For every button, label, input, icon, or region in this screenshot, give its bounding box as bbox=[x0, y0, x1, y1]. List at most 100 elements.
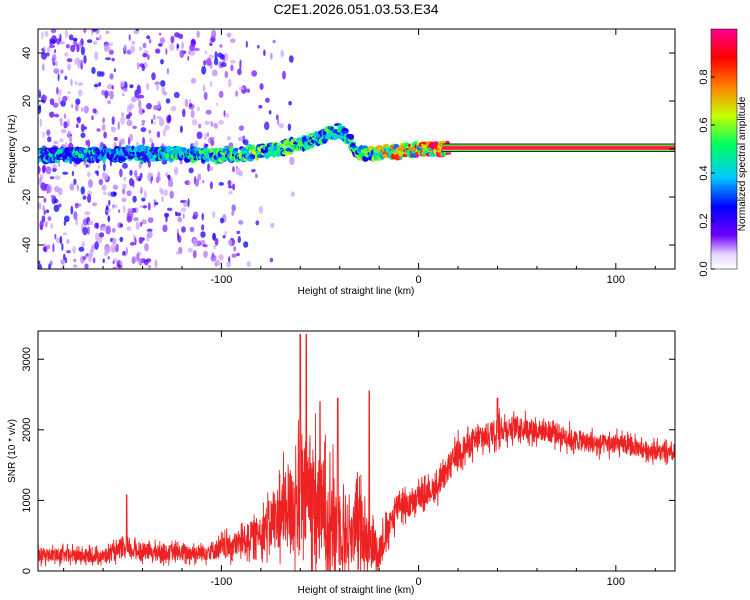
noise-speck bbox=[144, 243, 149, 252]
noise-speck bbox=[62, 171, 69, 175]
noise-speck bbox=[98, 232, 105, 238]
noise-speck bbox=[177, 216, 183, 223]
noise-speck bbox=[142, 109, 145, 113]
noise-speck bbox=[151, 119, 153, 124]
noise-speck bbox=[66, 250, 71, 254]
noise-speck bbox=[107, 255, 110, 260]
noise-speck bbox=[238, 220, 244, 225]
noise-speck bbox=[57, 73, 60, 82]
noise-speck bbox=[169, 43, 175, 52]
noise-speck bbox=[146, 54, 150, 60]
noise-speck bbox=[222, 235, 226, 239]
noise-speck bbox=[224, 230, 227, 236]
noise-speck bbox=[212, 233, 216, 240]
ridge-blob bbox=[165, 146, 174, 153]
noise-speck bbox=[130, 96, 137, 103]
noise-speck bbox=[237, 136, 244, 142]
noise-speck bbox=[235, 90, 239, 97]
noise-speck bbox=[47, 136, 52, 143]
noise-speck bbox=[208, 54, 215, 60]
noise-speck bbox=[107, 215, 111, 223]
noise-speck bbox=[70, 78, 73, 86]
noise-speck bbox=[175, 212, 182, 217]
noise-speck bbox=[46, 46, 51, 52]
x-tick-label: 100 bbox=[607, 274, 625, 286]
x-tick-label: 100 bbox=[607, 576, 625, 588]
noise-speck bbox=[209, 81, 213, 88]
noise-speck bbox=[122, 188, 126, 195]
noise-speck bbox=[103, 191, 107, 196]
noise-speck bbox=[91, 66, 96, 75]
noise-speck bbox=[58, 89, 62, 96]
noise-speck bbox=[59, 33, 62, 42]
noise-speck bbox=[43, 95, 48, 100]
noise-speck bbox=[128, 34, 131, 41]
noise-speck bbox=[127, 208, 133, 214]
noise-speck bbox=[160, 80, 166, 87]
noise-speck bbox=[130, 45, 136, 53]
noise-speck bbox=[60, 69, 64, 74]
noise-speck bbox=[165, 213, 168, 223]
noise-speck bbox=[237, 236, 241, 243]
noise-speck bbox=[270, 52, 273, 60]
noise-speck bbox=[189, 49, 196, 56]
colorbar-ticks: 0.0 0.2 0.4 0.6 0.8 bbox=[698, 69, 715, 277]
noise-speck bbox=[149, 137, 153, 144]
noise-speck bbox=[218, 119, 225, 125]
noise-speck bbox=[148, 38, 152, 44]
noise-speck bbox=[180, 207, 187, 212]
spectrogram-heatmap bbox=[38, 29, 675, 269]
noise-speck bbox=[213, 57, 219, 66]
noise-speck bbox=[182, 213, 185, 219]
noise-speck bbox=[191, 119, 198, 126]
noise-speck bbox=[173, 91, 180, 99]
noise-speck bbox=[67, 91, 71, 95]
colorbar-tick-label: 0.2 bbox=[698, 213, 710, 228]
noise-speck bbox=[51, 57, 55, 64]
noise-speck bbox=[41, 31, 44, 40]
noise-speck bbox=[162, 129, 167, 137]
snr-y-label: SNR (10 * v/v) bbox=[7, 419, 18, 483]
noise-speck bbox=[65, 44, 70, 49]
noise-speck bbox=[80, 46, 85, 56]
noise-speck bbox=[112, 260, 115, 264]
noise-speck bbox=[68, 136, 73, 143]
noise-speck bbox=[63, 121, 68, 129]
noise-speck bbox=[123, 87, 128, 93]
noise-speck bbox=[72, 264, 78, 268]
noise-speck bbox=[189, 44, 195, 52]
noise-speck bbox=[52, 167, 57, 172]
noise-speck bbox=[135, 29, 140, 32]
noise-speck bbox=[106, 83, 113, 90]
noise-speck bbox=[76, 184, 80, 191]
noise-speck bbox=[83, 126, 87, 130]
noise-speck bbox=[264, 121, 270, 131]
noise-speck bbox=[177, 235, 182, 244]
noise-speck bbox=[54, 175, 61, 180]
noise-speck bbox=[218, 182, 224, 186]
noise-speck bbox=[50, 223, 53, 230]
noise-speck bbox=[131, 40, 135, 45]
noise-speck bbox=[112, 203, 115, 209]
carrier-band bbox=[442, 146, 675, 149]
noise-speck bbox=[68, 34, 74, 41]
noise-speck bbox=[256, 44, 260, 49]
noise-speck bbox=[243, 139, 249, 146]
noise-speck bbox=[202, 180, 205, 184]
snr-frame bbox=[37, 330, 676, 572]
noise-speck bbox=[78, 246, 85, 252]
noise-speck bbox=[42, 205, 46, 212]
noise-speck bbox=[103, 163, 106, 172]
noise-speck bbox=[209, 42, 213, 47]
noise-speck bbox=[146, 103, 152, 110]
noise-speck bbox=[87, 193, 92, 203]
noise-speck bbox=[47, 244, 51, 250]
x-tick-label: 0 bbox=[416, 274, 422, 286]
noise-speck bbox=[46, 52, 50, 57]
ridge-blob bbox=[233, 147, 239, 152]
noise-speck bbox=[83, 54, 87, 64]
noise-speck bbox=[61, 243, 64, 251]
noise-speck bbox=[94, 51, 99, 61]
